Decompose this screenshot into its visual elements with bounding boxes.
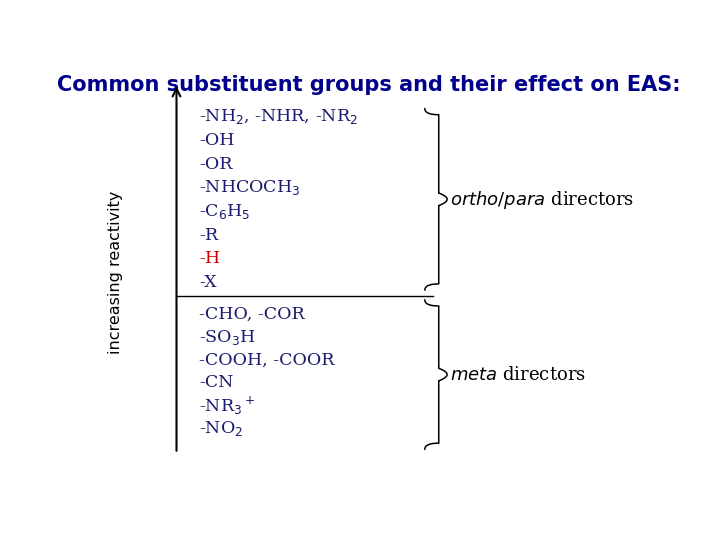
Text: -COOH, -COOR: -COOH, -COOR <box>199 352 334 368</box>
Text: -OH: -OH <box>199 132 234 149</box>
Text: increasing reactivity: increasing reactivity <box>107 191 122 354</box>
Text: -NHCOCH$_3$: -NHCOCH$_3$ <box>199 178 300 198</box>
Text: -CN: -CN <box>199 374 233 392</box>
Text: $\mathit{ortho/para}$ directors: $\mathit{ortho/para}$ directors <box>450 189 634 211</box>
Text: -OR: -OR <box>199 156 233 173</box>
Text: -NR$_3$$^+$: -NR$_3$$^+$ <box>199 395 255 417</box>
Text: $\mathit{meta}$ directors: $\mathit{meta}$ directors <box>450 366 586 383</box>
Text: -CHO, -COR: -CHO, -COR <box>199 306 305 323</box>
Text: -NO$_2$: -NO$_2$ <box>199 419 243 438</box>
Text: -X: -X <box>199 274 217 291</box>
Text: -R: -R <box>199 227 218 244</box>
Text: -H: -H <box>199 251 220 267</box>
Text: -NH$_2$, -NHR, -NR$_2$: -NH$_2$, -NHR, -NR$_2$ <box>199 107 358 126</box>
Text: -SO$_3$H: -SO$_3$H <box>199 328 256 347</box>
Text: Common substituent groups and their effect on EAS:: Common substituent groups and their effe… <box>57 75 681 95</box>
Text: -C$_6$H$_5$: -C$_6$H$_5$ <box>199 202 251 221</box>
